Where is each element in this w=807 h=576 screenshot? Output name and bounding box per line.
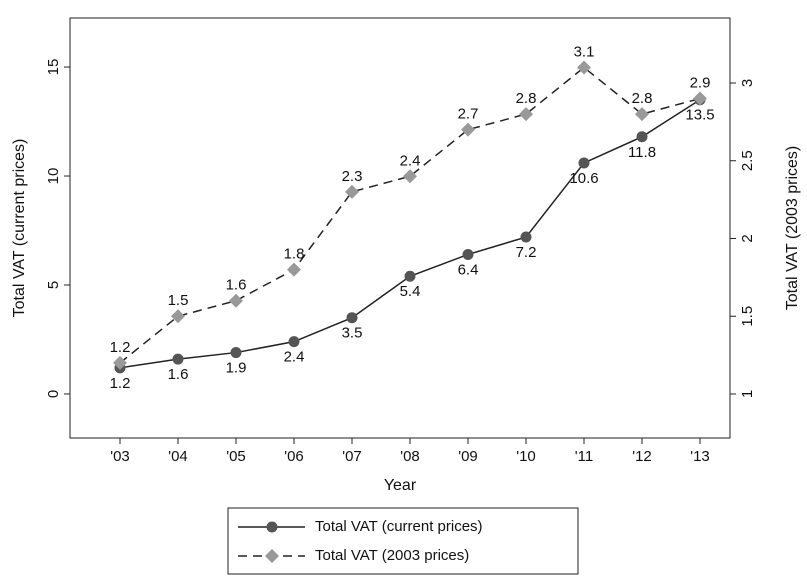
data-point <box>578 157 590 169</box>
x-tick-label: '13 <box>690 448 710 465</box>
x-axis-title: Year <box>384 477 417 494</box>
data-point <box>230 347 242 359</box>
data-point <box>288 336 300 348</box>
data-point <box>345 184 359 199</box>
data-point <box>520 231 532 243</box>
data-label: 13.5 <box>685 107 714 124</box>
data-point <box>403 169 417 184</box>
data-point <box>287 262 301 277</box>
data-label: 3.1 <box>574 43 595 60</box>
data-label: 1.6 <box>226 277 247 294</box>
x-tick-label: '12 <box>632 448 652 465</box>
series-line <box>119 99 701 369</box>
legend-label: Total VAT (current prices) <box>315 518 483 535</box>
data-label: 2.7 <box>458 106 479 123</box>
data-label: 2.8 <box>632 90 653 107</box>
data-point <box>404 270 416 282</box>
data-label: 6.4 <box>458 261 479 278</box>
data-point <box>171 309 185 324</box>
y-tick-label: 15 <box>45 59 62 76</box>
data-point <box>229 293 243 308</box>
data-label: 2.3 <box>342 168 363 185</box>
x-tick-label: '06 <box>284 448 304 465</box>
y2-tick-label: 2.5 <box>739 150 756 171</box>
y-tick-label: 10 <box>45 168 62 185</box>
x-tick-label: '03 <box>110 448 130 465</box>
data-label: 1.2 <box>110 339 131 356</box>
x-tick-label: '08 <box>400 448 420 465</box>
y-axis-title: Total VAT (current prices) <box>11 139 28 318</box>
y2-tick-label: 3 <box>739 79 756 87</box>
data-point <box>462 248 474 260</box>
data-label: 1.9 <box>226 360 247 377</box>
legend-label: Total VAT (2003 prices) <box>315 547 469 564</box>
legend-box <box>227 507 579 575</box>
x-tick-label: '07 <box>342 448 362 465</box>
y2-tick-label: 1 <box>739 390 756 398</box>
data-label: 1.6 <box>168 366 189 383</box>
data-label: 1.5 <box>168 292 189 309</box>
data-label: 2.8 <box>516 90 537 107</box>
plot-frame <box>69 17 731 439</box>
data-label: 2.9 <box>690 75 711 92</box>
x-tick-label: '09 <box>458 448 478 465</box>
y2-axis-title: Total VAT (2003 prices) <box>784 146 801 311</box>
x-tick-label: '04 <box>168 448 188 465</box>
y-tick-label: 0 <box>45 390 62 398</box>
data-point <box>461 122 475 137</box>
data-point <box>693 91 707 106</box>
series-line <box>119 66 701 364</box>
x-tick-label: '11 <box>575 448 593 465</box>
data-point <box>519 107 533 122</box>
x-tick-label: '05 <box>226 448 246 465</box>
data-point <box>635 107 649 122</box>
data-label: 11.8 <box>628 144 656 161</box>
x-tick-label: '10 <box>516 448 536 465</box>
data-label: 3.5 <box>342 325 363 342</box>
data-label: 7.2 <box>516 244 537 261</box>
y-tick-label: 5 <box>45 281 62 289</box>
data-label: 1.8 <box>284 246 305 263</box>
data-point <box>577 60 591 75</box>
data-label: 5.4 <box>400 283 421 300</box>
data-label: 2.4 <box>284 349 305 366</box>
data-point <box>346 312 358 324</box>
data-label: 2.4 <box>400 152 421 169</box>
data-point <box>172 353 184 365</box>
y2-tick-label: 2 <box>739 234 756 242</box>
y2-tick-label: 1.5 <box>739 306 756 327</box>
legend-marker <box>265 549 279 563</box>
data-point <box>636 131 648 143</box>
data-point <box>113 355 127 370</box>
legend-marker <box>266 521 278 533</box>
data-label: 1.2 <box>110 375 131 392</box>
data-label: 10.6 <box>569 170 598 187</box>
